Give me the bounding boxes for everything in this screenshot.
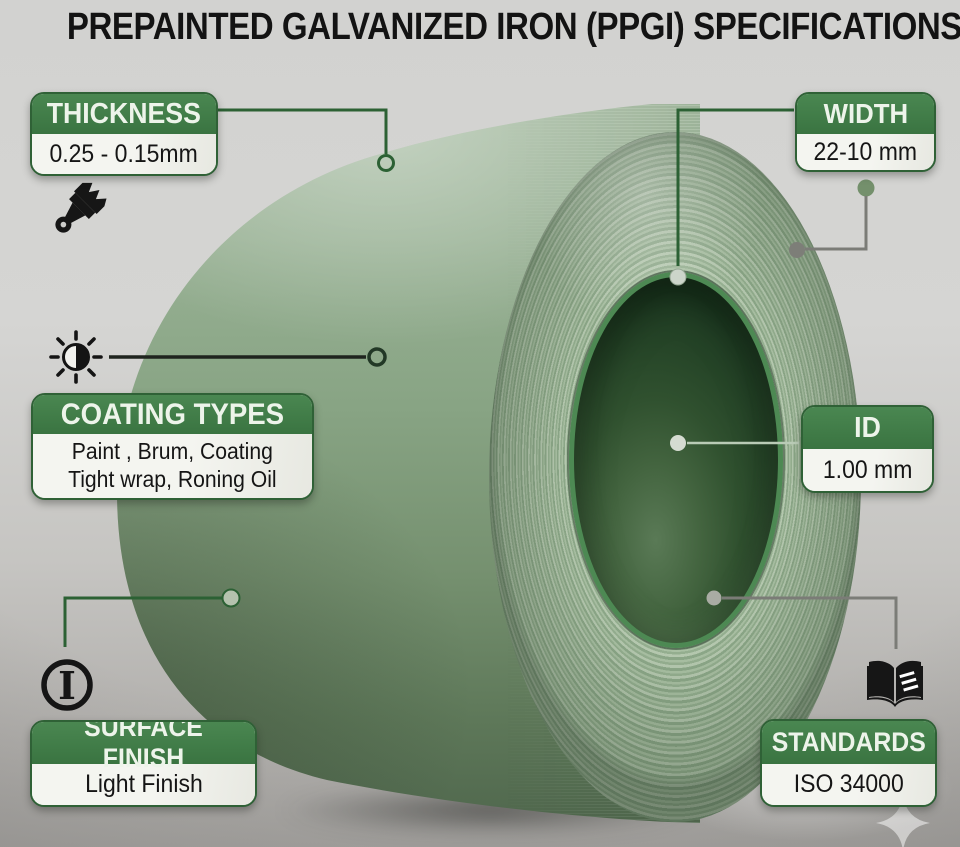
width-label-title: WIDTH: [797, 94, 934, 134]
sun-rays: [49, 330, 103, 384]
open-book-icon: [867, 660, 923, 707]
standards-label: STANDARDS ISO 34000: [760, 719, 937, 807]
info-letter: I: [58, 663, 76, 708]
sparkle-icon: [876, 795, 930, 847]
coil-inner-hole: [569, 272, 783, 648]
coating-types-label-title: COATING TYPES: [33, 395, 312, 434]
width-label: WIDTH 22-10 mm: [795, 92, 936, 172]
thickness-label: THICKNESS 0.25 - 0.15mm: [30, 92, 218, 176]
surface-finish-label-value: Light Finish: [32, 764, 255, 805]
circled-i-icon: I: [41, 659, 93, 711]
sun-half-fill: [76, 344, 89, 370]
paintbrush-bristles: [74, 182, 107, 214]
surface-finish-label: SURFACE FINISH Light Finish: [30, 720, 257, 807]
coating-types-label-value: Paint , Brum, Coating Tight wrap, Roning…: [33, 434, 312, 498]
paintbrush-ferrule: [69, 192, 96, 219]
standards-label-title: STANDARDS: [762, 721, 935, 764]
id-label-value: 1.00 mm: [803, 449, 932, 491]
brightness-sun-icon: [49, 330, 103, 384]
sparkle-star: [876, 795, 930, 847]
paintbrush-icon: [55, 182, 107, 233]
info-circle: [41, 659, 93, 711]
surface-finish-label-title: SURFACE FINISH: [32, 722, 255, 773]
coating-types-label: COATING TYPES Paint , Brum, Coating Tigh…: [31, 393, 314, 500]
id-label-title: ID: [803, 407, 932, 449]
book-left-page: [869, 660, 894, 702]
thickness-label-title: THICKNESS: [32, 94, 216, 134]
paintbrush-knob-hole: [60, 221, 67, 228]
width-label-value: 22-10 mm: [797, 134, 934, 170]
thickness-label-value: 0.25 - 0.15mm: [32, 134, 216, 174]
book-text-lines: [899, 671, 919, 692]
id-label: ID 1.00 mm: [801, 405, 934, 493]
paintbrush-handle: [64, 202, 86, 224]
page-title: PREPAINTED GALVANIZED IRON (PPGI) SPECIF…: [66, 6, 960, 48]
standards-label-value: ISO 34000: [762, 764, 935, 805]
